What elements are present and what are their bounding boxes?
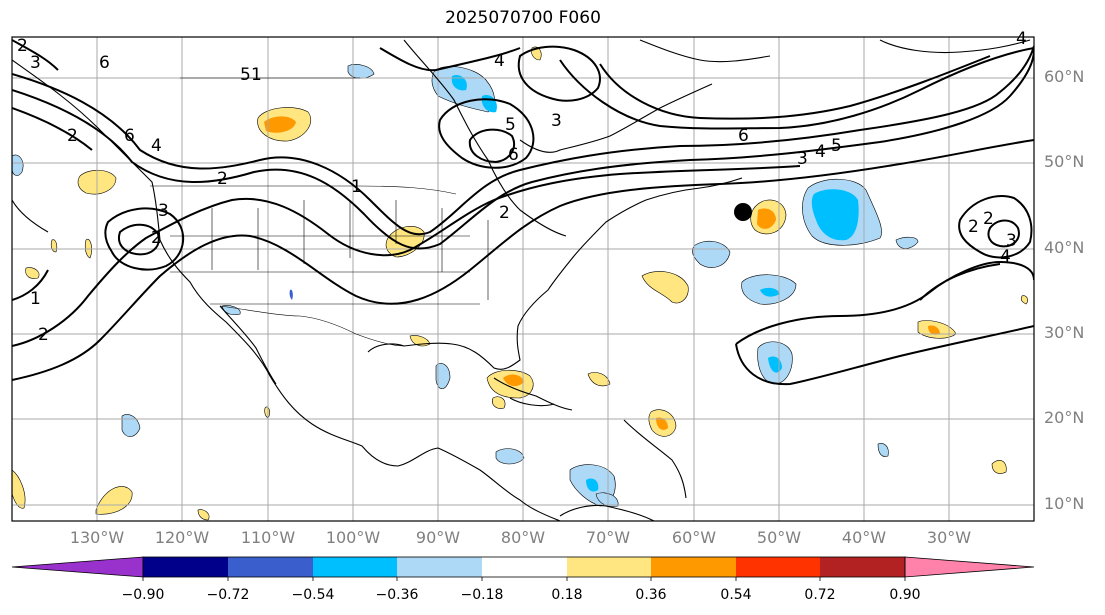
colorbar-tick-label: 0.36 bbox=[635, 587, 667, 603]
contour-label: 1 bbox=[351, 177, 362, 197]
colorbar-tick-label: 0.54 bbox=[720, 587, 752, 603]
colorbar-tick-label: −0.72 bbox=[206, 587, 250, 603]
map-title: 2025070700 F060 bbox=[445, 8, 601, 28]
map-frame bbox=[11, 36, 1035, 522]
lon-label-130w: 130°W bbox=[69, 528, 125, 547]
contour-labels: 2 3 6 5 2 6 4 2 3 2 1 1 2 5 3 6 4 6 3 4 … bbox=[17, 29, 1027, 345]
contour-label: 2 bbox=[983, 209, 994, 229]
contour-label: 2 bbox=[151, 228, 162, 248]
lon-label-50w: 50°W bbox=[756, 528, 802, 547]
contour-label: 2 bbox=[17, 36, 28, 56]
lon-label-80w: 80°W bbox=[500, 528, 546, 547]
colorbar-tick-label: −0.18 bbox=[460, 587, 504, 603]
colorbar-segment bbox=[228, 557, 313, 577]
contour-label: 3 bbox=[551, 111, 562, 131]
lat-label-40n: 40°N bbox=[1044, 238, 1085, 257]
contour-label: 3 bbox=[1006, 231, 1017, 251]
contour-label: 6 bbox=[99, 53, 110, 73]
colorbar-extend-high bbox=[904, 556, 1035, 578]
colorbar-extend-low bbox=[11, 556, 144, 578]
political-borders bbox=[150, 77, 489, 347]
contour-label: 2 bbox=[38, 325, 49, 345]
colorbar-segment bbox=[482, 557, 567, 577]
lat-label-10n: 10°N bbox=[1044, 494, 1085, 513]
lon-label-70w: 70°W bbox=[585, 528, 631, 547]
contour-label: 5 bbox=[831, 136, 842, 156]
colorbar-tick-label: −0.54 bbox=[291, 587, 335, 603]
contour-label: 3 bbox=[797, 149, 808, 169]
colorbar-tick-label: 0.72 bbox=[804, 587, 836, 603]
coastlines bbox=[12, 39, 1031, 521]
colorbar-segment bbox=[143, 557, 228, 577]
colorbar-segment bbox=[651, 557, 736, 577]
contour-label: 2 bbox=[217, 169, 228, 189]
contour-label: 1 bbox=[30, 289, 41, 309]
lat-label-30n: 30°N bbox=[1044, 323, 1085, 342]
colorbar-segment bbox=[313, 557, 397, 577]
contour-label: 5 bbox=[505, 115, 516, 135]
contour-label: 4 bbox=[1000, 247, 1011, 267]
colorbar-segment bbox=[820, 557, 905, 577]
contour-label: 1 bbox=[251, 65, 262, 85]
contour-label: 5 bbox=[240, 65, 251, 85]
contour-label: 4 bbox=[1016, 29, 1027, 49]
lon-label-100w: 100°W bbox=[325, 528, 381, 547]
contour-label: 3 bbox=[30, 53, 41, 73]
contour-label: 6 bbox=[508, 145, 519, 165]
contour-label: 2 bbox=[499, 203, 510, 223]
lon-label-120w: 120°W bbox=[154, 528, 210, 547]
colorbar-tick-label: −0.36 bbox=[375, 587, 419, 603]
contour-label: 2 bbox=[968, 217, 979, 237]
contour-label: 4 bbox=[151, 136, 162, 156]
contour-label: 2 bbox=[67, 126, 78, 146]
colorbar bbox=[11, 556, 1035, 581]
contour-label: 6 bbox=[738, 126, 749, 146]
contour-label: 6 bbox=[124, 126, 135, 146]
lat-label-20n: 20°N bbox=[1044, 408, 1085, 427]
lon-label-40w: 40°W bbox=[841, 528, 887, 547]
lon-label-90w: 90°W bbox=[415, 528, 461, 547]
colorbar-segment bbox=[397, 557, 482, 577]
contour-label: 4 bbox=[494, 51, 505, 71]
colorbar-outline bbox=[142, 556, 906, 578]
colorbar-segment bbox=[567, 557, 651, 577]
lon-label-60w: 60°W bbox=[671, 528, 717, 547]
lon-label-30w: 30°W bbox=[926, 528, 972, 547]
storm-marker bbox=[734, 203, 752, 221]
contour-label: 3 bbox=[158, 201, 169, 221]
colorbar-tick-label: 0.18 bbox=[551, 587, 583, 603]
lat-label-50n: 50°N bbox=[1044, 152, 1085, 171]
colorbar-segment bbox=[736, 557, 820, 577]
colorbar-tick-label: −0.90 bbox=[121, 587, 165, 603]
contour-label: 4 bbox=[815, 142, 826, 162]
lat-label-60n: 60°N bbox=[1044, 67, 1085, 86]
colorbar-tick-marks bbox=[142, 577, 906, 581]
anomaly-shading bbox=[12, 46, 1028, 521]
contour-lines bbox=[12, 39, 1034, 386]
lon-label-110w: 110°W bbox=[240, 528, 296, 547]
colorbar-tick-label: 0.90 bbox=[889, 587, 921, 603]
